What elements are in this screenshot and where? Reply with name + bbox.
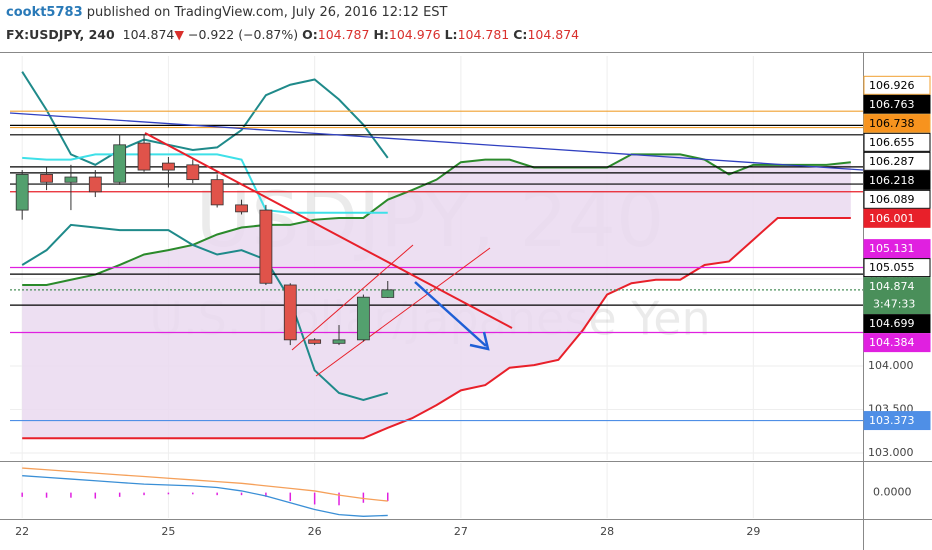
price-label-box <box>863 132 931 152</box>
x-tick-label: 22 <box>15 525 29 538</box>
y-tick-label: 103.000 <box>868 446 914 459</box>
last-price: 104.874 <box>122 27 175 42</box>
price-label-box <box>863 277 931 315</box>
macd-line <box>22 467 388 502</box>
change: −0.922 (−0.87%) <box>187 27 299 42</box>
price-label: 104.699 <box>869 317 915 330</box>
candle-body <box>308 339 322 344</box>
arrow-head <box>469 331 490 351</box>
price-label: 103.373 <box>869 414 915 427</box>
price-label-box <box>863 151 931 171</box>
candle-body <box>332 339 346 344</box>
candle-body <box>137 142 151 171</box>
price-label-box <box>863 314 931 334</box>
price-label-box <box>863 239 931 259</box>
candle-body <box>113 144 127 183</box>
price-label: 106.763 <box>869 98 915 111</box>
price-label-box <box>863 189 931 209</box>
l-value: 104.781 <box>457 27 510 42</box>
price-label: 106.089 <box>869 193 915 206</box>
symbol: FX:USDJPY, 240 <box>6 27 115 42</box>
h-value: 104.976 <box>388 27 441 42</box>
candle-body <box>15 174 29 211</box>
y-tick-label: 104.000 <box>868 359 914 372</box>
candle-body <box>381 289 395 298</box>
arrow <box>414 281 487 347</box>
candle-body <box>235 204 248 213</box>
l-label: L: <box>444 27 458 42</box>
x-tick-label: 26 <box>308 525 322 538</box>
x-tick-label: 27 <box>454 525 468 538</box>
macd-line <box>22 475 388 517</box>
h-label: H: <box>373 27 389 42</box>
candle-body <box>259 209 273 284</box>
price-label: 106.218 <box>869 174 915 187</box>
x-tick-label: 25 <box>161 525 175 538</box>
x-tick-label: 29 <box>746 525 760 538</box>
channel-line <box>315 247 491 377</box>
c-value: 104.874 <box>527 27 580 42</box>
price-label-box <box>863 113 931 133</box>
header: cookt5783 published on TradingView.com, … <box>6 2 579 46</box>
candle-body <box>356 296 370 341</box>
price-label: 105.055 <box>869 261 915 274</box>
price-label-box <box>863 75 931 95</box>
price-label: 105.131 <box>869 242 915 255</box>
price-label: 106.738 <box>869 117 915 130</box>
cloud-fill <box>22 154 851 439</box>
candle-body <box>186 164 200 181</box>
countdown: 3:47:33 <box>873 298 915 311</box>
price-label: 104.384 <box>869 336 915 349</box>
price-label-box <box>863 333 931 353</box>
indicator-line <box>21 223 389 401</box>
x-tick-label: 28 <box>600 525 614 538</box>
price-label-box <box>863 411 931 431</box>
price-label-box <box>863 208 931 228</box>
c-label: C: <box>513 27 528 42</box>
published: published on TradingView.com, July 26, 2… <box>82 5 448 20</box>
price-label: 106.001 <box>869 212 915 225</box>
trend-line <box>9 112 864 171</box>
author[interactable]: cookt5783 <box>6 5 83 20</box>
candle-body <box>283 284 297 341</box>
price-label-box <box>863 94 931 114</box>
candle-body <box>40 174 53 183</box>
price-label: 106.926 <box>869 79 915 92</box>
trend-line <box>144 132 513 329</box>
cloud-line <box>22 216 851 440</box>
candle-body <box>162 162 175 171</box>
price-label-box <box>863 170 931 190</box>
price-label: 106.287 <box>869 155 915 168</box>
indicator-line <box>22 153 388 214</box>
indicator-line <box>21 71 389 166</box>
cloud-line <box>22 153 851 286</box>
candle-body <box>64 176 78 183</box>
header-line-2: FX:USDJPY, 240 104.874▼ −0.922 (−0.87%) … <box>6 24 579 46</box>
price-label-box <box>863 258 931 278</box>
header-line-1: cookt5783 published on TradingView.com, … <box>6 2 579 24</box>
o-label: O: <box>302 27 318 42</box>
y-tick-label: 0.0000 <box>873 486 912 499</box>
price-label: 104.874 <box>869 280 915 293</box>
price-label: 106.655 <box>869 136 915 149</box>
arrow: ▼ <box>174 27 184 42</box>
candle-body <box>88 176 102 193</box>
channel-line <box>291 244 414 351</box>
candle-body <box>210 179 224 206</box>
o-value: 104.787 <box>317 27 370 42</box>
